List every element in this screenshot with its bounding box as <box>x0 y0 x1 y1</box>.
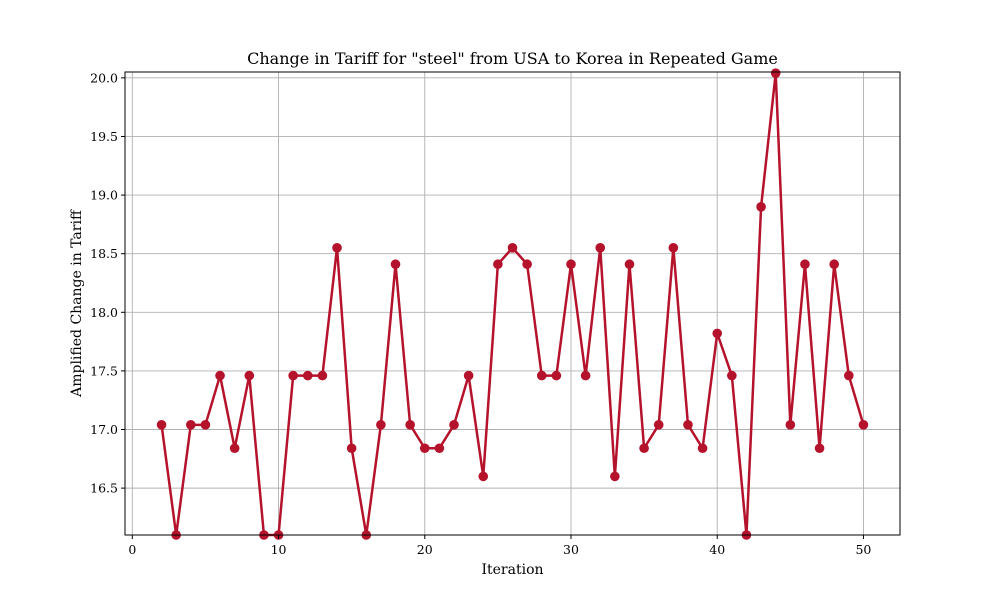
data-point <box>844 370 854 381</box>
data-point <box>551 370 562 381</box>
data-point <box>580 370 591 381</box>
data-point <box>478 471 489 482</box>
data-point <box>800 259 810 270</box>
data-point <box>756 201 766 212</box>
data-point <box>376 420 386 430</box>
data-point <box>829 259 839 270</box>
data-point <box>244 370 255 381</box>
data-point <box>697 443 708 454</box>
data-point <box>712 328 723 339</box>
ticks: 0 10 20 30 40 50 16.5 17.0 17.5 18.0 18.5 19.0 19.5 2… <box>90 70 871 557</box>
y-tick-label: 17.0 <box>90 422 118 437</box>
x-tick-label: 10 <box>271 542 287 557</box>
data-point <box>390 259 401 270</box>
y-tick-label: 18.0 <box>90 305 118 320</box>
data-point <box>419 443 430 454</box>
data-point <box>346 443 357 454</box>
data-point <box>332 243 342 253</box>
data-point <box>405 420 415 430</box>
data-point <box>595 243 606 253</box>
x-tick-label: 0 <box>128 542 136 557</box>
x-tick-label: 50 <box>855 542 871 557</box>
y-tick-label: 17.5 <box>90 363 118 378</box>
y-tick-label: 19.0 <box>90 188 118 203</box>
data-point <box>156 420 167 430</box>
data-point <box>200 420 211 430</box>
data-point <box>814 443 825 454</box>
data-point <box>683 420 693 430</box>
data-point <box>522 259 532 270</box>
data-point <box>229 443 240 454</box>
data-point <box>317 370 328 381</box>
data-point <box>507 243 518 253</box>
x-tick-label: 30 <box>563 542 579 557</box>
y-tick-label: 16.5 <box>90 481 118 496</box>
data-point <box>302 370 313 381</box>
x-axis-label: Iteration <box>481 562 543 578</box>
y-tick-label: 18.5 <box>90 246 118 261</box>
data-point <box>727 370 737 381</box>
data-point <box>624 259 635 270</box>
data-point <box>215 370 225 381</box>
x-tick-label: 40 <box>709 542 725 557</box>
data-point <box>610 471 620 482</box>
data-point <box>186 420 196 430</box>
data-point <box>288 370 298 381</box>
x-tick-label: 20 <box>417 542 433 557</box>
data-point <box>536 370 547 381</box>
data-point <box>653 420 664 430</box>
data-point <box>785 420 796 430</box>
data-point <box>493 259 503 270</box>
y-axis-label: Amplified Change in Tariff <box>69 209 85 398</box>
y-tick-label: 20.0 <box>90 70 118 85</box>
data-point <box>463 370 474 381</box>
chart-title: Change in Tariff for "steel" from USA to… <box>247 49 778 68</box>
data-point <box>639 443 649 454</box>
y-tick-label: 19.5 <box>90 129 118 144</box>
data-point <box>449 420 459 430</box>
data-point <box>668 243 679 253</box>
data-point <box>770 68 781 78</box>
plot-frame <box>124 71 901 536</box>
grid <box>125 72 900 535</box>
data-point <box>858 420 869 430</box>
data-point <box>566 259 576 270</box>
data-point <box>434 443 445 454</box>
